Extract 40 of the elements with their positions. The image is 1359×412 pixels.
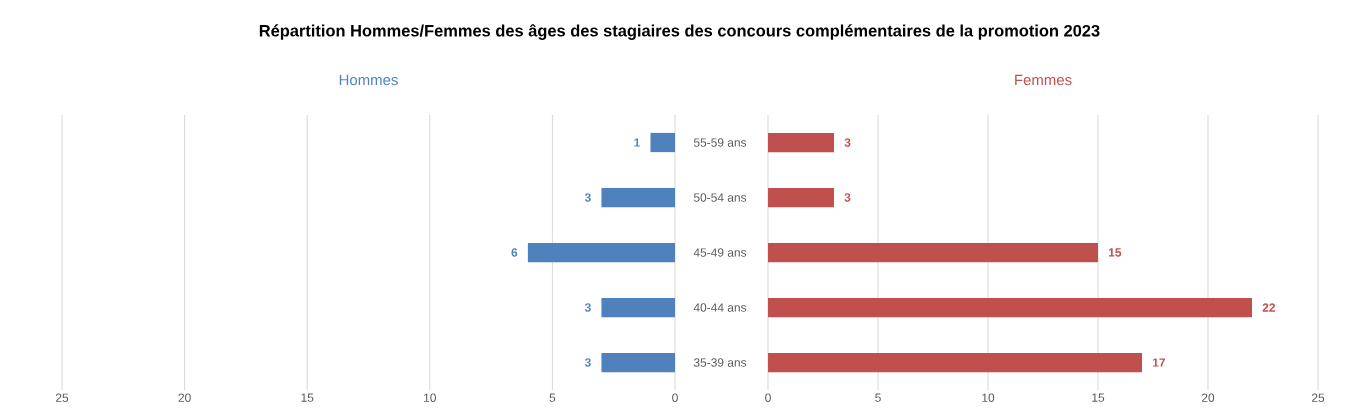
- bar: [650, 132, 675, 153]
- data-label: 3: [584, 303, 591, 312]
- data-label: 17: [1152, 358, 1165, 367]
- x-tick-label: 5: [549, 393, 556, 402]
- x-tick-label: 25: [1311, 393, 1325, 402]
- x-tick-label: 5: [875, 393, 881, 402]
- y-tick-label: 55-59 ans: [693, 138, 747, 147]
- data-label: 3: [584, 193, 591, 202]
- x-tick-label: 10: [982, 393, 995, 402]
- y-tick-label: 45-49 ans: [693, 248, 747, 257]
- text: Femmes: [1015, 74, 1072, 86]
- x-tick-label: 20: [1201, 393, 1215, 402]
- data-label: 3: [584, 358, 591, 367]
- chart-title: Répartition Hommes/Femmes des âges des stagiaires des concours complémentaires de la promotion 2023: [259, 24, 1100, 40]
- data-label: 15: [1108, 248, 1122, 257]
- bar: [768, 297, 1253, 318]
- bar: [601, 352, 675, 373]
- bar: [768, 352, 1143, 373]
- bar: [768, 132, 835, 153]
- x-tick-label: 0: [672, 393, 678, 402]
- text: Hommes: [339, 74, 398, 86]
- x-tick-label: 15: [1092, 393, 1105, 402]
- x-tick-label: 15: [301, 393, 314, 402]
- data-label: 22: [1262, 303, 1276, 312]
- bar: [601, 187, 675, 208]
- x-tick-label: 25: [55, 393, 69, 402]
- bar: [527, 242, 675, 263]
- bar: [768, 242, 1099, 263]
- y-tick-label: 35-39 ans: [693, 358, 747, 367]
- bar: [601, 297, 675, 318]
- data-label: 3: [844, 193, 851, 202]
- x-tick-label: 0: [765, 393, 771, 402]
- bar: [768, 187, 835, 208]
- y-tick-label: 50-54 ans: [693, 193, 747, 202]
- data-label: 3: [844, 138, 851, 147]
- y-tick-label: 40-44 ans: [693, 303, 747, 312]
- x-tick-label: 20: [178, 393, 191, 402]
- data-label: 6: [511, 248, 518, 257]
- data-label: 1: [634, 138, 640, 147]
- x-tick-label: 10: [424, 393, 436, 402]
